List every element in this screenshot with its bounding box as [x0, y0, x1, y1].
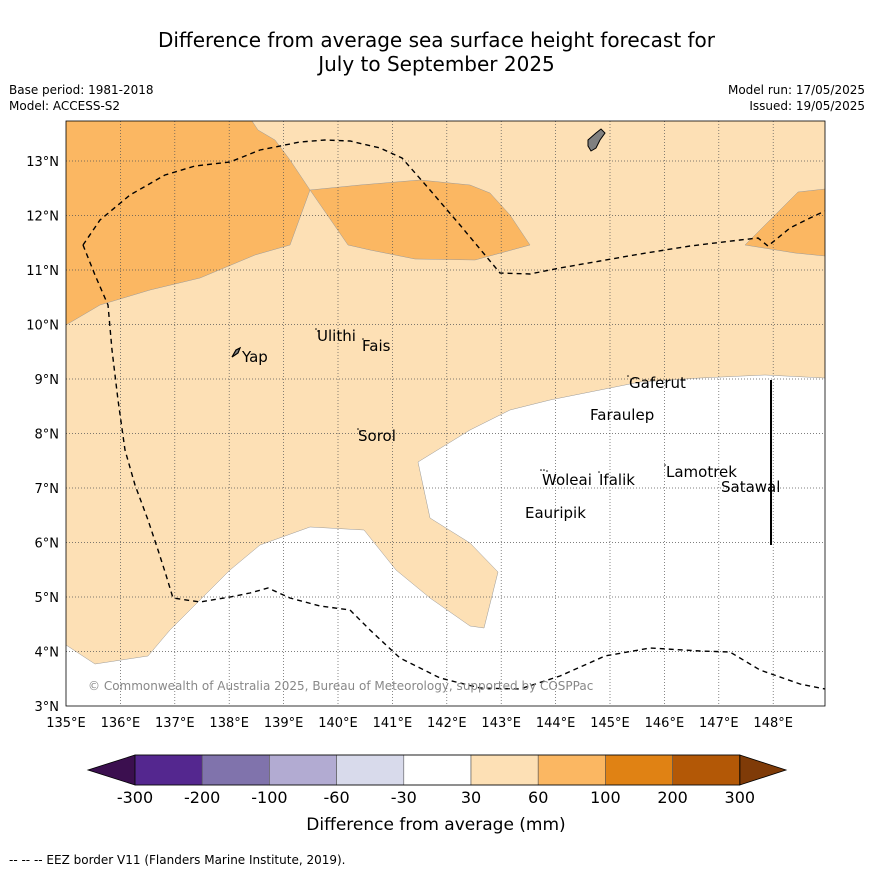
base-period: Base period: 1981-2018	[9, 83, 154, 97]
gridlines	[66, 121, 825, 706]
copyright-text: © Commonwealth of Australia 2025, Bureau…	[88, 679, 593, 693]
title-line-1: Difference from average sea surface heig…	[157, 28, 716, 52]
lat-tick-label: 8°N	[35, 428, 60, 443]
lat-tick-label: 9°N	[35, 373, 60, 388]
colorbar-tick-label: -100	[251, 788, 287, 807]
place-label-lamotrek: Lamotrek	[666, 463, 737, 481]
colorbar-tick-label: 100	[590, 788, 621, 807]
place-label-woleai: Woleai	[542, 471, 592, 489]
issued-date: Issued: 19/05/2025	[749, 99, 865, 113]
region-contours	[66, 121, 825, 665]
meta-right: Model run: 17/05/2025 Issued: 19/05/2025	[728, 82, 865, 114]
lat-tick-label: 10°N	[26, 319, 59, 334]
colorbar-tick-label: 30	[461, 788, 481, 807]
place-label-faraulep: Faraulep	[590, 406, 654, 424]
anomaly-region-30-60	[66, 121, 825, 664]
longitude-axis: 135°E 136°E 137°E 138°E 139°E 140°E 141°E 142°E…	[46, 716, 793, 731]
eez-footnote: -- -- -- EEZ border V11 (Flanders Marine…	[9, 853, 346, 867]
colorbar-segment	[672, 754, 741, 786]
lon-tick-label: 139°E	[264, 716, 304, 731]
lat-tick-label: 13°N	[26, 155, 59, 170]
lon-tick-label: 141°E	[373, 716, 413, 731]
latitude-axis: 3°N 4°N 5°N 6°N 7°N 8°N 9°N 10°N 11°N 12°N 13°N	[26, 155, 59, 715]
colorbar-segment	[201, 754, 270, 786]
lat-tick-label: 4°N	[35, 646, 60, 661]
colorbar-segment	[269, 754, 337, 786]
colorbar-tick-label: -200	[184, 788, 220, 807]
colorbar-title: Difference from average (mm)	[306, 815, 565, 835]
map-frame	[65, 120, 826, 707]
colorbar-segment	[605, 754, 673, 786]
place-labels: Ulithi Fais Yap Gaferut Faraulep Sorol Woleai I…	[241, 327, 780, 522]
colorbar: -300 -200 -100 -60 -30 30 60 100 200 300	[86, 754, 788, 807]
eez-border	[82, 139, 825, 275]
colorbar-extend-high	[739, 754, 788, 786]
model-run: Model run: 17/05/2025	[727, 83, 865, 97]
guam-island	[587, 128, 606, 152]
eez-border-west	[82, 244, 825, 690]
place-label-sorol: Sorol	[358, 427, 396, 445]
lat-tick-label: 3°N	[35, 700, 60, 715]
lon-tick-label: 148°E	[753, 716, 793, 731]
lat-tick-label: 7°N	[35, 482, 60, 497]
lon-tick-label: 145°E	[590, 716, 630, 731]
colorbar-tick-label: 300	[725, 788, 756, 807]
lat-tick-label: 5°N	[35, 591, 60, 606]
lon-tick-label: 142°E	[427, 716, 467, 731]
title-line-2: July to September 2025	[318, 52, 555, 76]
lon-tick-label: 138°E	[209, 716, 249, 731]
place-label-ifalik: Ifalik	[599, 471, 635, 489]
lon-tick-label: 137°E	[155, 716, 195, 731]
lat-tick-label: 12°N	[26, 210, 59, 225]
anomaly-region-60-100-east	[745, 189, 825, 256]
model-name: Model: ACCESS-S2	[9, 99, 121, 113]
lat-tick-label: 11°N	[26, 264, 59, 279]
lon-tick-label: 147°E	[699, 716, 739, 731]
anomaly-region-60-100-west	[66, 121, 310, 325]
lon-tick-label: 136°E	[101, 716, 141, 731]
colorbar-segment	[336, 754, 405, 786]
colorbar-tick-label: 60	[528, 788, 548, 807]
place-label-ulithi: Ulithi	[317, 327, 356, 345]
lat-tick-label: 6°N	[35, 537, 60, 552]
colorbar-tick-label: -60	[324, 788, 350, 807]
map-plot-area: Ulithi Fais Yap Gaferut Faraulep Sorol Woleai I…	[66, 121, 825, 706]
atoll-markers	[315, 328, 666, 473]
lon-tick-label: 135°E	[46, 716, 86, 731]
anomaly-region-60-100-central	[310, 180, 530, 260]
colorbar-segment	[403, 754, 472, 786]
place-label-gaferut: Gaferut	[629, 374, 686, 392]
colorbar-tick-label: -30	[391, 788, 417, 807]
lon-tick-label: 144°E	[536, 716, 576, 731]
lon-tick-label: 143°E	[481, 716, 521, 731]
chart-title: Difference from average sea surface heig…	[0, 28, 873, 76]
colorbar-extend-low	[86, 754, 136, 786]
place-label-eauripik: Eauripik	[525, 504, 586, 522]
lon-tick-label: 146°E	[645, 716, 685, 731]
yap-island	[231, 346, 242, 358]
colorbar-segment	[134, 754, 203, 786]
colorbar-segment	[537, 754, 606, 786]
meta-left: Base period: 1981-2018 Model: ACCESS-S2	[9, 82, 154, 114]
lon-tick-label: 140°E	[318, 716, 358, 731]
place-label-satawal: Satawal	[721, 478, 780, 496]
place-label-fais: Fais	[362, 337, 391, 355]
place-label-yap: Yap	[241, 348, 268, 366]
colorbar-frame	[134, 754, 741, 786]
colorbar-segment	[470, 754, 539, 786]
colorbar-tick-label: -300	[117, 788, 153, 807]
colorbar-tick-label: 200	[657, 788, 688, 807]
